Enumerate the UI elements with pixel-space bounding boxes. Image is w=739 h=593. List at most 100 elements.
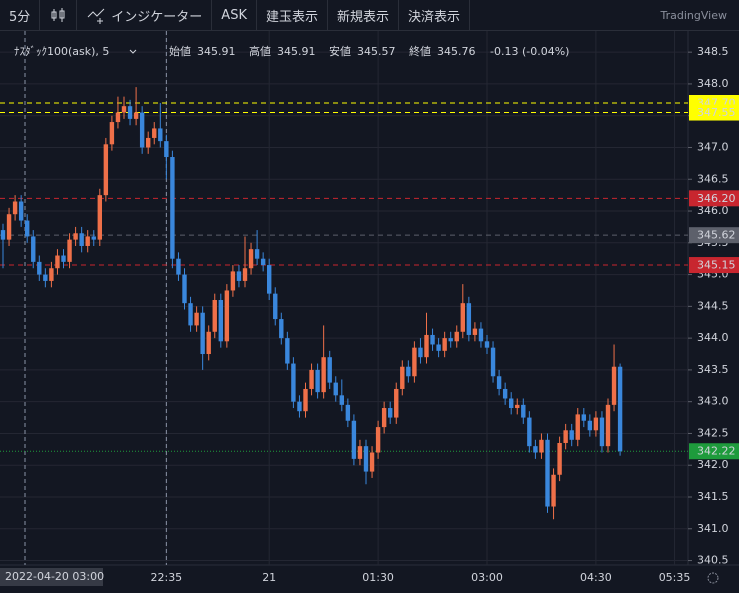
candle-body bbox=[55, 255, 60, 269]
settle-button[interactable]: 決済表示 bbox=[399, 0, 471, 30]
candle-body bbox=[321, 357, 326, 393]
candle-body bbox=[139, 112, 145, 148]
candle-body bbox=[176, 258, 181, 275]
candle-body bbox=[103, 144, 109, 196]
candle-body bbox=[521, 404, 526, 418]
candle-body bbox=[587, 420, 593, 431]
y-tick-label: 341.0 bbox=[697, 522, 729, 535]
y-tick-label: 342.0 bbox=[697, 458, 729, 471]
candle-body bbox=[242, 268, 248, 281]
interval-button[interactable]: 5分 bbox=[0, 0, 41, 30]
new-order-button[interactable]: 新規表示 bbox=[328, 0, 399, 30]
candle-body bbox=[297, 401, 302, 412]
candle-body bbox=[605, 404, 611, 447]
candle-body bbox=[43, 274, 48, 281]
candle-body bbox=[200, 312, 205, 355]
x-tick-label: 22:35 bbox=[150, 571, 182, 584]
candle-body bbox=[381, 408, 387, 428]
candle-body bbox=[146, 137, 151, 148]
candle-body bbox=[388, 408, 393, 418]
candle-body bbox=[291, 363, 296, 402]
candle-body bbox=[67, 239, 72, 262]
ohlc-label: 安値 bbox=[329, 44, 351, 58]
y-tick-label: 342.5 bbox=[697, 426, 729, 439]
ask-button[interactable]: ASK bbox=[212, 0, 257, 30]
candle-body bbox=[478, 328, 484, 342]
candle-body bbox=[73, 233, 78, 240]
y-tick-label: 346.0 bbox=[697, 204, 729, 217]
indicator-label: インジケーター bbox=[111, 9, 203, 25]
candle-body bbox=[436, 344, 441, 351]
settings-icon[interactable] bbox=[707, 572, 719, 584]
candle-body bbox=[260, 258, 266, 266]
candle-body bbox=[454, 331, 459, 342]
candle-body bbox=[515, 404, 520, 409]
candle-body bbox=[448, 338, 453, 342]
candle-body bbox=[533, 446, 538, 453]
candle-body bbox=[309, 369, 314, 389]
price-label: 342.22 bbox=[697, 445, 736, 458]
price-label-bg bbox=[689, 443, 739, 460]
x-tick-label: 21 bbox=[262, 571, 276, 584]
candle-body bbox=[406, 366, 411, 377]
candle-body bbox=[442, 338, 447, 351]
candle-body bbox=[91, 236, 96, 240]
indicator-button[interactable]: インジケーター bbox=[77, 0, 213, 30]
candle-body bbox=[545, 439, 550, 507]
candle-body bbox=[25, 220, 30, 237]
candle-body bbox=[79, 233, 84, 246]
candle-body bbox=[581, 414, 586, 421]
candle-body bbox=[460, 303, 465, 332]
candle-body bbox=[12, 201, 18, 215]
candle-body bbox=[97, 195, 102, 240]
candle-body bbox=[133, 112, 139, 119]
candle-body bbox=[37, 261, 42, 275]
chart-type-button[interactable] bbox=[40, 0, 78, 30]
candle-body bbox=[369, 452, 375, 472]
candle-body bbox=[394, 388, 399, 418]
x-tick-label: 01:30 bbox=[362, 571, 394, 584]
candle-body bbox=[484, 341, 490, 348]
y-tick-label: 343.0 bbox=[697, 395, 729, 408]
brand: TradingView bbox=[660, 8, 727, 22]
candle-body bbox=[490, 347, 496, 377]
price-label-bg bbox=[689, 257, 739, 274]
price-label-bg bbox=[689, 190, 739, 207]
candle-body bbox=[285, 338, 290, 364]
ohlc-label: 高値 bbox=[249, 44, 271, 58]
ohlc-label: 始値 bbox=[169, 44, 191, 58]
x-tick-label: 03:00 bbox=[471, 571, 503, 584]
candle-body bbox=[333, 382, 338, 396]
x-tick-label: 04:30 bbox=[580, 571, 612, 584]
candle-body bbox=[502, 388, 508, 399]
y-tick-label: 344.0 bbox=[697, 331, 729, 344]
candle-body bbox=[357, 446, 363, 459]
price-label-bg bbox=[689, 104, 739, 121]
ohlc-value: 345.76 bbox=[437, 45, 476, 58]
position-button[interactable]: 建玉表示 bbox=[257, 0, 328, 30]
y-tick-label: 343.5 bbox=[697, 363, 729, 376]
candle-body bbox=[418, 347, 423, 358]
candle-body bbox=[527, 417, 532, 447]
price-label: 346.20 bbox=[697, 192, 736, 205]
ohlc-value: 345.91 bbox=[277, 45, 316, 58]
candle-body bbox=[351, 420, 357, 459]
candle-body bbox=[327, 357, 332, 383]
y-tick-label: 344.5 bbox=[697, 299, 729, 312]
price-axis-bg bbox=[688, 31, 739, 593]
candle-body bbox=[569, 430, 574, 440]
candle-body bbox=[248, 249, 254, 269]
candle-body bbox=[430, 334, 435, 345]
y-tick-label: 340.5 bbox=[697, 554, 729, 567]
candle-body bbox=[115, 112, 121, 123]
candle-body bbox=[424, 334, 429, 358]
candle-body bbox=[212, 300, 217, 332]
candle-body bbox=[617, 366, 623, 452]
candle-body bbox=[206, 331, 211, 355]
candle-body bbox=[49, 268, 54, 281]
candle-body bbox=[279, 319, 284, 339]
candle-body bbox=[539, 439, 544, 453]
candle-body bbox=[563, 430, 568, 443]
